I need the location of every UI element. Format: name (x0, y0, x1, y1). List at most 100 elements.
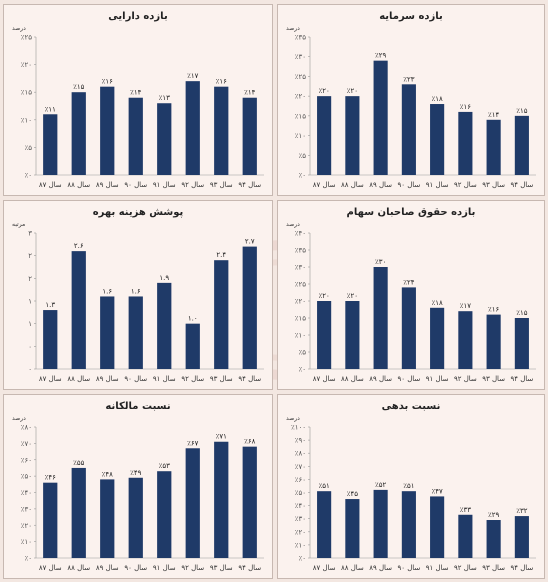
y-tick-label: ٪۵ (298, 152, 306, 160)
data-label: ۱.۳ (45, 301, 55, 309)
x-tick-label: سال ۹۳ (210, 375, 233, 383)
bar (242, 446, 257, 558)
x-tick-label: سال ۹۴ (510, 564, 533, 572)
data-label: ٪۲۰ (318, 87, 329, 95)
y-tick-label: ٪۳۰ (21, 505, 32, 513)
bar (71, 467, 86, 558)
chart-title: نسبت مالکانه (105, 401, 171, 412)
chart-panel-interest-coverage: پوشش هزینه بهره مرتبه ۰ ۰ ۱ ۱ ۲ ۲ ۳ ۱.۳ سال ۸۷ ۲.… (3, 200, 273, 390)
data-label: ۱.۰ (188, 315, 198, 323)
bar (401, 84, 416, 175)
data-label: ٪۱۵ (516, 107, 528, 115)
y-tick-label: ٪۸۰ (295, 450, 306, 458)
data-label: ٪۱۵ (516, 309, 528, 317)
x-tick-label: سال ۸۸ (341, 375, 364, 383)
x-tick-label: سال ۹۱ (426, 181, 449, 189)
data-label: ٪۱۴ (488, 111, 500, 119)
x-tick-label: سال ۹۳ (482, 181, 505, 189)
data-label: ٪۷۱ (216, 433, 227, 441)
data-label: ٪۵۳ (159, 462, 171, 470)
data-label: ۱.۶ (102, 287, 112, 295)
y-tick-label: ٪۴۰ (295, 230, 306, 238)
bar (514, 516, 529, 558)
chart-title: بازده دارایی (108, 11, 168, 22)
y-unit-label: درصد (12, 25, 26, 32)
data-label: ٪۱۶ (488, 306, 500, 314)
x-tick-label: سال ۹۲ (454, 181, 477, 189)
data-label: ٪۴۸ (102, 470, 114, 478)
data-label: ٪۳۰ (375, 258, 386, 266)
data-label: ٪۱۵ (73, 83, 85, 91)
bar (214, 441, 229, 558)
bar (345, 96, 360, 175)
y-tick-label: ٪۶۰ (295, 476, 306, 484)
data-label: ٪۴۹ (130, 469, 142, 477)
data-label: ۱.۹ (159, 274, 169, 282)
y-tick-label: ٪۳۰ (295, 53, 306, 61)
bar (157, 103, 172, 175)
data-label: ٪۱۷ (460, 302, 472, 310)
data-label: ٪۲۴ (403, 278, 415, 286)
y-tick-label: ٪۷۰ (295, 463, 306, 471)
y-tick-label: ٪۱۰ (295, 132, 306, 140)
data-label: ٪۳۳ (460, 506, 472, 514)
x-tick-label: سال ۸۸ (341, 181, 364, 189)
y-tick-label: ٪۸۰ (21, 424, 32, 432)
data-label: ٪۴۶ (45, 474, 57, 482)
x-tick-label: سال ۸۹ (96, 564, 119, 572)
bar (128, 97, 143, 175)
y-tick-label: ٪۱۰۰ (291, 424, 306, 432)
y-tick-label: ٪۱۰ (21, 538, 32, 546)
chart-panel-equity-ratio: نسبت مالکانه درصد ٪۰ ٪۱۰ ٪۲۰ ٪۳۰ ٪۴۰ ٪۵۰ ٪۶۰ ٪۷… (3, 394, 273, 579)
y-tick-label: ٪۱۰ (295, 332, 306, 340)
x-tick-label: سال ۸۷ (39, 375, 62, 383)
data-label: ٪۱۶ (460, 103, 472, 111)
chart-panel-capital-return: بازده سرمایه درصد ٪۰ ٪۵ ٪۱۰ ٪۱۵ ٪۲۰ ٪۲۵ ٪۳۰ ٪۳۵… (277, 4, 545, 196)
x-tick-label: سال ۹۱ (153, 181, 176, 189)
data-label: ٪۱۸ (431, 299, 443, 307)
y-tick-label: ۲ (28, 252, 32, 260)
chart-title: پوشش هزینه بهره (92, 207, 184, 218)
data-label: ٪۱۴ (130, 89, 142, 97)
bar (458, 311, 473, 369)
data-label: ٪۵۱ (403, 482, 414, 490)
x-tick-label: سال ۸۸ (67, 375, 90, 383)
data-label: ٪۴۷ (431, 487, 443, 495)
y-tick-label: ٪۲۵ (295, 281, 307, 289)
y-tick-label: ٪۰ (298, 366, 306, 374)
bar (514, 115, 529, 175)
x-tick-label: سال ۹۴ (238, 564, 261, 572)
x-tick-label: سال ۸۹ (96, 181, 119, 189)
y-tick-label: ٪۰ (24, 555, 32, 563)
x-tick-label: سال ۹۱ (153, 564, 176, 572)
bar (214, 260, 229, 369)
bar (71, 92, 86, 175)
x-tick-label: سال ۹۰ (124, 564, 147, 572)
data-label: ٪۱۶ (102, 78, 114, 86)
bar (157, 282, 172, 369)
y-tick-label: ٪۰ (298, 555, 306, 563)
bar (514, 318, 529, 369)
bar (401, 287, 416, 369)
y-tick-label: ٪۲۵ (295, 73, 307, 81)
data-label: ٪۵۵ (73, 459, 85, 467)
y-tick-label: ٪۲۰ (21, 61, 32, 69)
x-tick-label: سال ۹۳ (482, 375, 505, 383)
x-tick-label: سال ۸۹ (96, 375, 119, 383)
x-tick-label: سال ۸۸ (67, 564, 90, 572)
x-tick-label: سال ۸۹ (369, 181, 392, 189)
bar (185, 448, 200, 558)
x-tick-label: سال ۹۲ (454, 375, 477, 383)
data-label: ۲.۶ (74, 242, 84, 250)
y-tick-label: ٪۱۰ (21, 116, 32, 124)
y-tick-label: ٪۹۰ (295, 437, 306, 445)
bar (345, 499, 360, 558)
bar-chart: ٪۰ ٪۵ ٪۱۰ ٪۱۵ ٪۲۰ ٪۲۵ ٪۱۱ سال ۸۷ ٪۱۵ سال ۸۸ ٪۱۶ سال… (21, 34, 264, 189)
y-tick-label: ٪۵۰ (21, 473, 32, 481)
x-tick-label: سال ۹۲ (181, 564, 204, 572)
data-label: ٪۲۹ (488, 511, 500, 519)
y-tick-label: ۰ (28, 343, 32, 351)
x-tick-label: سال ۹۲ (181, 181, 204, 189)
data-label: ۲.۴ (216, 251, 226, 259)
data-label: ۲.۷ (245, 238, 255, 246)
